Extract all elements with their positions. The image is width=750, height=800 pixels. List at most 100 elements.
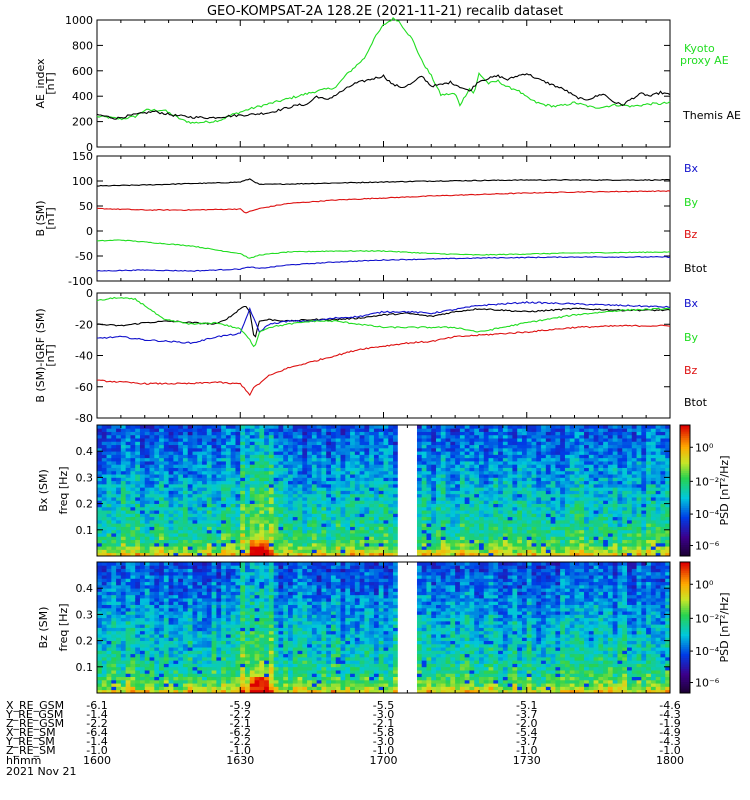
spectrogram-cell	[521, 447, 528, 452]
spectrogram-cell	[512, 493, 518, 498]
spectrogram-cell	[101, 497, 107, 501]
spectrogram-cell	[474, 533, 480, 537]
spectrogram-cell	[550, 536, 556, 541]
spectrogram-cell	[383, 549, 389, 554]
spectrogram-cell	[154, 451, 160, 455]
spectrogram-cell	[426, 513, 432, 518]
spectrogram-cell	[159, 438, 165, 442]
spectrogram-cell	[545, 477, 552, 482]
spectrogram-cell	[488, 500, 494, 504]
spectrogram-cell	[97, 546, 103, 550]
spectrogram-cell	[502, 483, 509, 488]
spectrogram-cell	[383, 480, 389, 485]
spectrogram-cell	[97, 483, 103, 488]
spectrogram-cell	[445, 480, 451, 485]
spectrogram-cell	[240, 500, 246, 504]
spectrogram-cell	[517, 493, 523, 498]
spectrogram-cell	[144, 536, 150, 541]
spectrogram-cell	[206, 434, 212, 439]
spectrogram-cell	[307, 516, 313, 521]
spectrogram-cell	[149, 552, 155, 557]
spectrogram-cell	[264, 461, 270, 465]
spectrogram-cell	[498, 526, 504, 531]
spectrogram-cell	[350, 526, 356, 531]
spectrogram-cell	[330, 549, 337, 554]
spectrogram-cell	[149, 480, 155, 485]
spectrogram-cell	[459, 536, 466, 541]
spectrogram-cell	[660, 539, 666, 544]
spectrogram-cell	[531, 431, 537, 436]
spectrogram-cell	[168, 431, 174, 436]
spectrogram-cell	[354, 464, 361, 468]
spectrogram-cell	[569, 470, 575, 475]
spectrogram-cell	[416, 451, 423, 455]
spectrogram-cell	[502, 510, 509, 514]
spectrogram-cell	[607, 464, 614, 468]
spectrogram-cell	[607, 510, 614, 514]
spectrogram-cell	[249, 542, 255, 547]
spectrogram-cell	[479, 428, 485, 432]
spectrogram-cell	[521, 467, 528, 472]
spectrogram-cell	[455, 493, 461, 498]
spectrogram-cell	[106, 461, 112, 465]
spectrogram-cell	[393, 529, 399, 534]
spectrogram-cell	[178, 483, 184, 488]
y-tick-label: 600	[72, 65, 93, 78]
spectrogram-cell	[125, 513, 131, 518]
spectrogram-cell	[584, 526, 590, 531]
spectrogram-cell	[536, 526, 542, 531]
spectrogram-cell	[445, 470, 451, 475]
spectrogram-cell	[416, 542, 423, 547]
spectrogram-cell	[388, 533, 394, 537]
spectrogram-cell	[159, 487, 165, 491]
spectrogram-cell	[603, 457, 609, 462]
spectrogram-cell	[636, 425, 642, 429]
spectrogram-cell	[120, 497, 127, 501]
spectrogram-cell	[564, 431, 571, 436]
spectrogram-cell	[517, 444, 523, 449]
spectrogram-cell	[283, 428, 289, 432]
spectrogram-cell	[259, 523, 265, 527]
spectrogram-cell	[350, 510, 356, 514]
spectrogram-cell	[235, 438, 241, 442]
spectrogram-cell	[598, 552, 604, 557]
spectrogram-cell	[187, 464, 193, 468]
spectrogram-cell	[330, 526, 337, 531]
spectrogram-cell	[579, 434, 585, 439]
spectrogram-cell	[521, 490, 528, 495]
spectrogram-cell	[579, 510, 585, 514]
spectrogram-cell	[335, 546, 341, 550]
spectrogram-cell	[254, 470, 260, 475]
spectrogram-cell	[502, 503, 509, 508]
spectrogram-cell	[97, 480, 103, 485]
spectrogram-cell	[584, 513, 590, 518]
spectrogram-cell	[202, 431, 208, 436]
spectrogram-cell	[192, 447, 198, 452]
spectrogram-cell	[206, 441, 212, 446]
spectrogram-cell	[292, 447, 298, 452]
spectrogram-cell	[283, 552, 289, 557]
spectrogram-cell	[178, 503, 184, 508]
spectrogram-cell	[192, 454, 198, 459]
spectrogram-cell	[488, 552, 494, 557]
spectrogram-cell	[584, 434, 590, 439]
spectrogram-cell	[393, 441, 399, 446]
spectrogram-cell	[598, 506, 604, 511]
spectrogram-cell	[111, 470, 117, 475]
spectrogram-cell	[383, 542, 389, 547]
spectrogram-cell	[531, 516, 537, 521]
spectrogram-cell	[225, 536, 232, 541]
spectrogram-cell	[311, 497, 318, 501]
spectrogram-cell	[521, 454, 528, 459]
spectrogram-cell	[507, 542, 513, 547]
spectrogram-cell	[182, 497, 189, 501]
spectrogram-cell	[455, 464, 461, 468]
spectrogram-cell	[225, 451, 232, 455]
spectrogram-cell	[221, 457, 227, 462]
spectrogram-cell	[373, 523, 380, 527]
spectrogram-cell	[364, 444, 370, 449]
spectrogram-cell	[488, 444, 494, 449]
spectrogram-cell	[383, 526, 389, 531]
spectrogram-cell	[335, 438, 341, 442]
